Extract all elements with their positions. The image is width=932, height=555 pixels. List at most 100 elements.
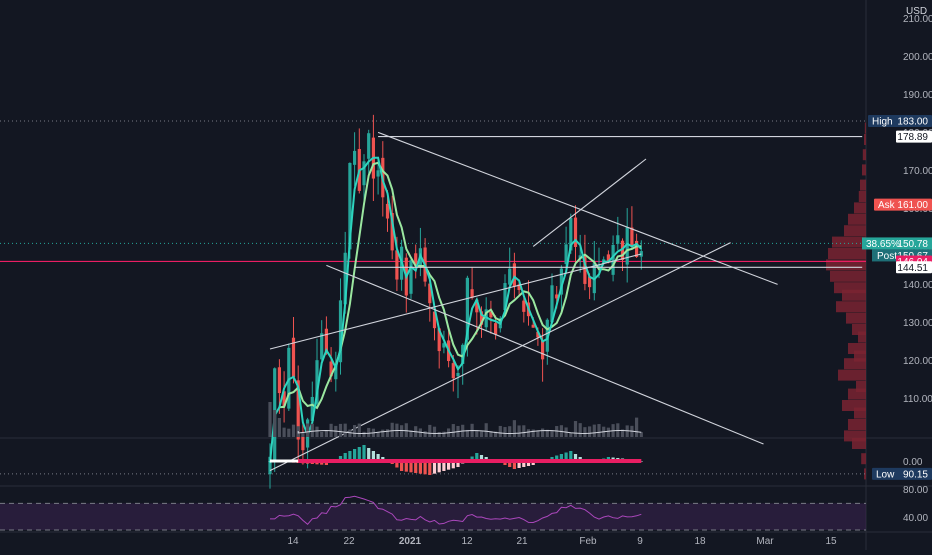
candle-body bbox=[489, 311, 493, 318]
candle-body bbox=[494, 323, 498, 335]
candle-body bbox=[334, 365, 338, 380]
macd-bar bbox=[432, 461, 437, 474]
volume-bar bbox=[428, 424, 432, 437]
candle-body bbox=[531, 324, 535, 328]
volume-bar bbox=[475, 429, 479, 437]
candle-body bbox=[479, 311, 484, 325]
volume-bar bbox=[545, 429, 549, 437]
volume-bar bbox=[639, 432, 643, 437]
volume-bar bbox=[301, 432, 305, 437]
price-tick-label: 210.00 bbox=[903, 14, 932, 25]
volume-profile-bar bbox=[848, 343, 866, 354]
low-badge-value: 90.15 bbox=[903, 469, 928, 480]
candle-body bbox=[348, 162, 352, 250]
price-tick-label: 110.00 bbox=[903, 394, 932, 405]
candle-body bbox=[465, 277, 469, 340]
volume-bar bbox=[503, 427, 507, 437]
macd-bar bbox=[526, 461, 531, 466]
candle-body bbox=[616, 235, 620, 244]
candle-body bbox=[573, 217, 578, 247]
rsi-tick-label: 80.00 bbox=[903, 485, 928, 496]
volume-bar bbox=[357, 423, 361, 437]
currency-label: USD bbox=[906, 6, 927, 17]
candle-body bbox=[291, 337, 296, 377]
volume-profile-bar bbox=[846, 312, 866, 324]
ask-badge-value: 161.00 bbox=[897, 200, 928, 211]
trendline-wedge-top[interactable] bbox=[377, 131, 778, 285]
candle-body bbox=[277, 367, 281, 394]
volume-bar bbox=[451, 424, 455, 437]
macd-bar bbox=[451, 461, 455, 469]
volume-bar bbox=[536, 430, 540, 437]
price-tick-label: 190.00 bbox=[903, 90, 932, 101]
volume-bar bbox=[592, 424, 596, 437]
candle-body bbox=[517, 284, 521, 291]
macd-bar bbox=[470, 456, 474, 461]
macd-bar bbox=[343, 453, 347, 461]
macd-bar bbox=[395, 461, 399, 468]
macd-bar bbox=[456, 461, 460, 467]
macd-bar bbox=[559, 454, 563, 461]
candle-body bbox=[414, 253, 418, 265]
candle-body bbox=[301, 436, 305, 451]
time-tick-label: 15 bbox=[825, 536, 837, 547]
volume-profile-bar bbox=[848, 419, 866, 430]
trendline-rising-upper[interactable] bbox=[532, 158, 647, 247]
candle-body bbox=[475, 299, 479, 313]
macd-bar bbox=[362, 445, 366, 461]
volume-bar bbox=[526, 429, 531, 437]
candle-body bbox=[583, 256, 587, 284]
volume-profile-bar bbox=[860, 179, 866, 191]
candle-body bbox=[620, 240, 625, 261]
time-tick-label: 12 bbox=[461, 536, 473, 547]
macd-bar bbox=[404, 461, 408, 472]
candle-body bbox=[282, 391, 286, 407]
macd-bar bbox=[414, 461, 418, 473]
volume-bar bbox=[320, 431, 324, 437]
volume-bar bbox=[315, 426, 319, 437]
volume-bar bbox=[306, 423, 310, 437]
volume-bar bbox=[404, 423, 408, 437]
time-tick-label: 2021 bbox=[399, 536, 422, 547]
low-badge-bg bbox=[872, 467, 932, 480]
candle-body bbox=[597, 264, 601, 269]
candle-body bbox=[437, 328, 441, 352]
volume-profile-bar bbox=[842, 400, 866, 411]
volume-bar bbox=[573, 421, 578, 437]
time-tick-label: 21 bbox=[516, 536, 528, 547]
candle-body bbox=[541, 340, 545, 360]
volume-profile-bar bbox=[864, 134, 866, 145]
candle-body bbox=[324, 328, 328, 354]
volume-profile-bar bbox=[830, 270, 866, 282]
macd-bar bbox=[367, 448, 371, 461]
candle-body bbox=[639, 251, 643, 257]
volume-bar bbox=[400, 425, 404, 437]
volume-profile bbox=[826, 122, 866, 480]
macd-bar bbox=[409, 461, 413, 473]
macd-bar bbox=[376, 454, 380, 461]
macd-bar bbox=[508, 461, 512, 467]
candle-body bbox=[569, 217, 573, 251]
candle-body bbox=[522, 300, 526, 312]
ask-badge: Ask 161.00 bbox=[874, 198, 932, 211]
candle-body bbox=[451, 363, 455, 379]
volume-profile-bar bbox=[858, 331, 866, 343]
volume-bar bbox=[385, 429, 390, 437]
candle-body bbox=[428, 283, 432, 304]
macd-bar bbox=[573, 454, 578, 461]
candle-body bbox=[287, 347, 291, 409]
volume-bar bbox=[531, 429, 535, 437]
volume-profile-bar bbox=[826, 259, 866, 271]
candle-body bbox=[353, 150, 357, 165]
candle-body bbox=[588, 276, 592, 288]
trendline-lower-channel[interactable] bbox=[326, 264, 764, 445]
volume-bar bbox=[376, 432, 380, 437]
volume-bar bbox=[423, 431, 427, 437]
volume-bar bbox=[517, 425, 521, 437]
volume-bar bbox=[362, 431, 366, 437]
trendline-upper-wedge[interactable] bbox=[269, 253, 642, 350]
time-tick-label: 9 bbox=[637, 536, 643, 547]
time-tick-label: Feb bbox=[579, 536, 597, 547]
